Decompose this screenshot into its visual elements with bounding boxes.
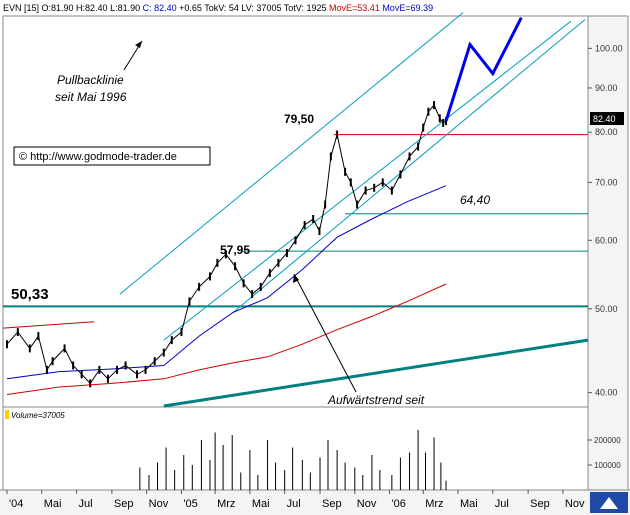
header-part: +0.65 TokV: 54 LV: 37005 TotV: 1925 <box>177 3 329 13</box>
header-line: EVN [15] O:81.90 H:82.40 L:81.90 C: 82.4… <box>3 3 433 13</box>
level-label-6440: 64,40 <box>460 193 490 207</box>
level-label-7950: 79,50 <box>284 112 314 126</box>
time-tick-label: Mai <box>460 498 478 510</box>
trend-line <box>163 338 589 408</box>
level-label-5033: 50,33 <box>11 286 49 303</box>
copyright-text: © http://www.godmode-trader.de <box>19 151 177 163</box>
projection-line <box>444 17 523 122</box>
time-tick-label: Sep <box>322 498 342 510</box>
time-tick-label: Jul <box>287 498 301 510</box>
time-tick-label: '06 <box>392 498 406 510</box>
price-tick-label: 50.00 <box>595 304 618 314</box>
time-tick-label: Sep <box>530 498 550 510</box>
time-tick-label: '05 <box>183 498 197 510</box>
pullback-label-line2: seit Mai 1996 <box>55 90 127 104</box>
uptrend-arrow <box>293 273 357 393</box>
price-axis-panel <box>587 15 629 491</box>
trend-lines <box>2 12 589 408</box>
pullback-arrowhead <box>135 41 142 48</box>
time-tick-label: Nov <box>565 498 585 510</box>
time-axis-ticks: '04 Mai Jul Sep Nov '05 Mrz Mai Jul Sep Nov '06 Mrz M… <box>6 490 585 510</box>
volume-bars <box>139 430 447 490</box>
trend-line <box>232 19 586 313</box>
price-series <box>5 101 448 388</box>
header-part: MovE=53.41 <box>329 3 380 13</box>
pullback-label-line1: Pullbacklinie <box>57 73 124 87</box>
logo-icon <box>600 497 618 509</box>
price-tick-label: 100.00 <box>595 43 623 53</box>
volume-axis-ticks: 100000 200000 <box>588 436 621 470</box>
trend-line <box>163 20 572 341</box>
header-part: MovE=69.39 <box>382 3 433 13</box>
price-tick-label: 70.00 <box>595 177 618 187</box>
uptrend-label: Aufwärtstrend seit <box>327 393 425 407</box>
current-price-label: 82.40 <box>593 114 616 124</box>
header-part: EVN [15] O:81.90 H:82.40 L:81.90 <box>3 3 143 13</box>
current-price-tag <box>590 112 624 125</box>
moving-averages <box>6 185 447 395</box>
time-tick-label: Mrz <box>425 498 443 510</box>
header-part: C: 82.40 <box>143 3 177 13</box>
time-tick-label: Nov <box>149 498 169 510</box>
price-axis-ticks: 40.00 50.00 60.00 70.00 80.00 90.00 100.00 <box>588 43 623 398</box>
price-tick-label: 40.00 <box>595 388 618 398</box>
volume-tick-label: 100000 <box>594 461 621 470</box>
price-tick-label: 80.00 <box>595 127 618 137</box>
time-tick-label: '04 <box>9 498 23 510</box>
price-tick-label: 90.00 <box>595 83 618 93</box>
time-tick-label: Mai <box>44 498 62 510</box>
level-label-5795: 57,95 <box>220 243 250 257</box>
time-tick-label: Mai <box>252 498 270 510</box>
projection-path <box>444 17 523 122</box>
horizontal-levels <box>3 134 588 308</box>
time-tick-label: Sep <box>114 498 134 510</box>
time-axis-panel <box>0 490 630 515</box>
time-tick-label: Nov <box>357 498 377 510</box>
copyright-box <box>13 146 211 166</box>
price-tick-label: 60.00 <box>595 235 618 245</box>
moving-average-line <box>6 185 447 380</box>
uptrend-arrowhead <box>293 274 299 283</box>
moving-average-line <box>6 283 447 395</box>
trend-line <box>119 12 464 295</box>
volume-legend: Volume=37005 <box>11 411 65 420</box>
time-tick-label: Mrz <box>217 498 235 510</box>
volume-tick-label: 200000 <box>594 436 621 445</box>
volume-color-swatch <box>5 410 9 419</box>
time-tick-label: Jul <box>79 498 93 510</box>
trend-line <box>2 321 95 329</box>
time-tick-label: Jul <box>495 498 509 510</box>
